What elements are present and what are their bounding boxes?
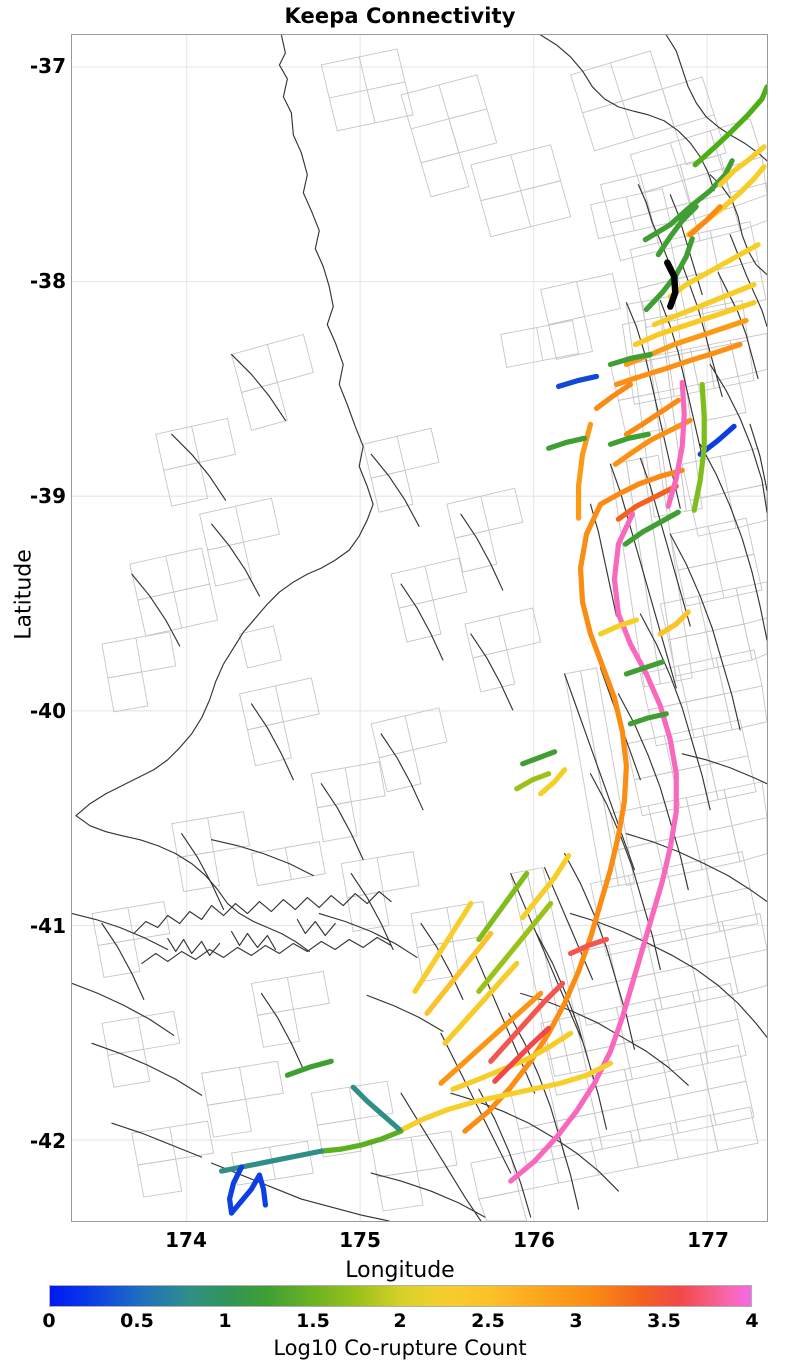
fault-tararua-orange xyxy=(438,990,544,1086)
fault-ruahine-green-2 xyxy=(520,749,558,767)
fault-manawatu-yellowgreen xyxy=(476,900,554,994)
fault-clarence-blue-right xyxy=(228,1172,263,1216)
fault-bay-of-plenty-orange-2 xyxy=(613,341,743,388)
xtick-3: 177 xyxy=(687,1228,729,1252)
fault-ec-yellow-mid2 xyxy=(657,609,691,637)
fault-east-coast-green-long xyxy=(691,381,707,513)
cbar-tick-3: 1.5 xyxy=(296,1310,330,1332)
fault-hawkes-bay-green-1 xyxy=(607,351,653,368)
fault-ruahine-yellowgreen xyxy=(514,771,552,792)
fault-tararua-yellow-2 xyxy=(424,930,494,1016)
fault-bop-orange-4 xyxy=(593,381,633,411)
cbar-tick-5: 2.5 xyxy=(471,1310,505,1332)
fault-manawatu-green xyxy=(476,870,530,943)
cbar-tick-8: 4 xyxy=(745,1310,759,1332)
fault-bop-orange-3 xyxy=(687,204,723,238)
fault-bop-yellow-4 xyxy=(651,281,757,328)
cbar-tick-4: 2 xyxy=(393,1310,407,1332)
fault-hawkes-bay-blue xyxy=(556,373,600,390)
ytick-0: -37 xyxy=(29,54,66,78)
fault-manawatu-yellow xyxy=(520,853,572,921)
y-axis-ticks: -37 -38 -39 -40 -41 -42 xyxy=(0,0,66,1369)
fault-taupo-orange-3 xyxy=(597,467,685,507)
fault-section-polygons xyxy=(91,48,767,1221)
fault-wairau-green xyxy=(284,1058,334,1078)
xtick-1: 175 xyxy=(339,1228,381,1252)
fault-tararua-yellow-3 xyxy=(412,900,474,994)
x-axis-label: Longitude xyxy=(345,1258,455,1283)
fault-awatere-teal xyxy=(350,1084,402,1132)
ytick-5: -42 xyxy=(29,1129,66,1153)
y-axis-label: Latitude xyxy=(11,549,37,640)
map-plot-area[interactable] xyxy=(71,34,768,1222)
fault-tararua-yellow xyxy=(442,960,520,1046)
fault-wairarapa-red-2 xyxy=(492,1025,552,1084)
fault-hawkes-bay-green-3 xyxy=(546,435,588,451)
fault-bay-of-plenty-ne-1 xyxy=(692,84,767,168)
fault-taupo-green xyxy=(622,509,681,547)
fault-hawkes-bay-green-2 xyxy=(607,431,651,447)
keepa-fault-highlight xyxy=(664,259,679,310)
fault-raukumara-pink xyxy=(665,379,687,509)
fault-bop-yellow-5 xyxy=(632,299,757,348)
fault-hope-green xyxy=(218,1148,324,1174)
colorbar[interactable] xyxy=(49,1285,752,1307)
fault-ec-green-mid xyxy=(623,659,665,677)
colored-fault-lines xyxy=(218,84,767,1216)
ytick-2: -39 xyxy=(29,484,66,508)
fault-wairarapa-red-long xyxy=(488,980,566,1064)
gridlines xyxy=(72,35,767,1221)
fault-taupo-orange-2 xyxy=(612,417,693,467)
cbar-tick-7: 3.5 xyxy=(647,1310,681,1332)
fault-ec-yellow-mid xyxy=(597,617,639,637)
xtick-0: 174 xyxy=(165,1228,207,1252)
fault-hope-green-a xyxy=(318,1128,404,1154)
fault-bay-of-plenty-yellow-1 xyxy=(717,144,767,188)
map-svg xyxy=(72,35,767,1221)
fault-wairarapa-red xyxy=(567,936,610,957)
fault-bop-yellow-3 xyxy=(667,242,761,300)
fault-clarence-blue-tail xyxy=(256,1172,269,1208)
fault-ruahine-yellow xyxy=(538,767,568,797)
ytick-4: -41 xyxy=(29,914,66,938)
cbar-tick-1: 0.5 xyxy=(120,1310,154,1332)
cbar-tick-6: 3 xyxy=(569,1310,583,1332)
fault-hikurangi-pink-main xyxy=(508,511,679,1184)
cbar-tick-2: 1 xyxy=(218,1310,232,1332)
colorbar-label: Log10 Co-rupture Count xyxy=(273,1336,527,1360)
ytick-3: -40 xyxy=(29,699,66,723)
fault-clarence-blue-left xyxy=(226,1164,245,1216)
fault-marlborough-yellow xyxy=(396,1060,614,1134)
xtick-2: 176 xyxy=(513,1228,555,1252)
fault-taupo-orange-4 xyxy=(615,483,679,522)
ytick-1: -38 xyxy=(29,269,66,293)
fault-bay-of-plenty-ne-2 xyxy=(642,158,735,243)
chart-title: Keepa Connectivity xyxy=(284,4,516,28)
cbar-tick-0: 0 xyxy=(42,1310,56,1332)
fault-taupo-orange xyxy=(623,397,681,437)
fault-whakatane-green-2 xyxy=(655,204,699,258)
fault-ruahine-green xyxy=(627,711,669,727)
fault-traces xyxy=(72,35,767,1221)
